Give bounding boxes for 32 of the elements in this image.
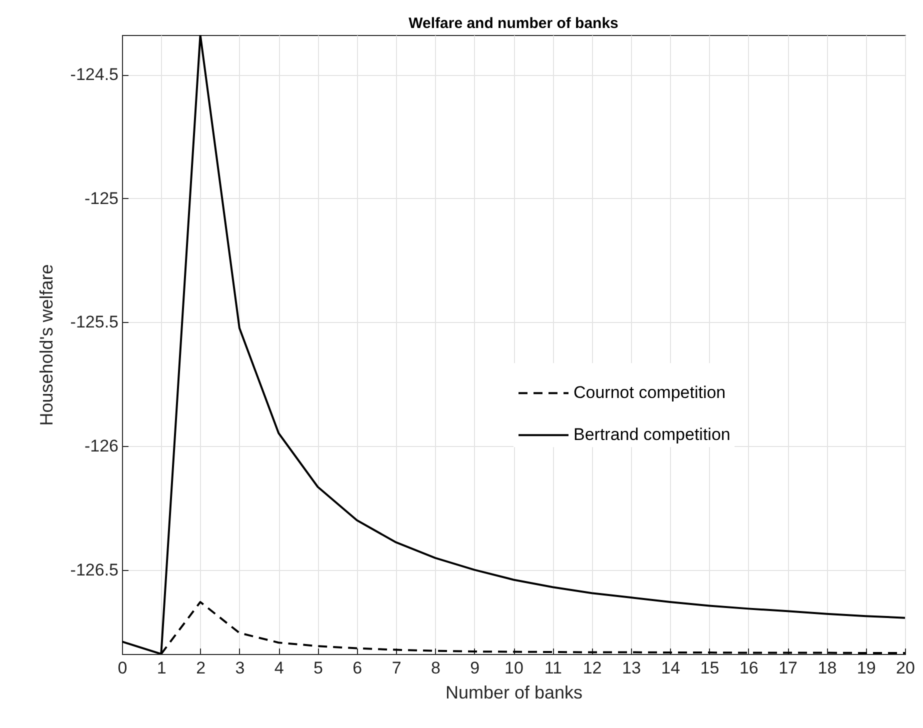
- x-tick-label: 2: [196, 658, 206, 678]
- x-tick-label: 8: [430, 658, 440, 678]
- x-tick-label: 18: [818, 658, 837, 678]
- x-tick-label: 4: [274, 658, 284, 678]
- x-tick-label: 6: [352, 658, 362, 678]
- y-tick-label: -126.5: [70, 560, 118, 580]
- y-tick-label: -126: [84, 436, 118, 456]
- x-tick-label: 0: [118, 658, 128, 678]
- x-tick-label: 20: [896, 658, 915, 678]
- y-tick-label: -125: [84, 188, 118, 208]
- y-tick-label: -124.5: [70, 65, 118, 84]
- y-tick-label: -125.5: [70, 312, 118, 332]
- x-tick-label: 10: [504, 658, 524, 678]
- x-tick-label: 17: [778, 658, 798, 678]
- x-tick-label: 1: [156, 658, 166, 678]
- line-series: [122, 35, 905, 654]
- x-tick-label: 14: [661, 658, 680, 678]
- x-tick-label: 15: [700, 658, 720, 678]
- x-tick-label: 9: [470, 658, 480, 678]
- x-tick-label: 19: [856, 658, 876, 678]
- x-tick-label: 7: [392, 658, 402, 678]
- x-axis-title: Number of banks: [445, 682, 583, 702]
- chart-title: Welfare and number of banks: [408, 15, 618, 32]
- legend-label: Cournot competition: [574, 383, 726, 402]
- x-tick-label: 12: [582, 658, 602, 678]
- x-tick-label: 5: [314, 658, 323, 678]
- x-tick-label: 16: [739, 658, 758, 678]
- x-tick-label: 11: [544, 658, 562, 678]
- legend-label: Bertrand competition: [574, 425, 730, 444]
- x-tick-label: 3: [235, 658, 245, 678]
- x-tick-label: 13: [622, 658, 641, 678]
- y-axis-title: Household's welfare: [36, 264, 56, 426]
